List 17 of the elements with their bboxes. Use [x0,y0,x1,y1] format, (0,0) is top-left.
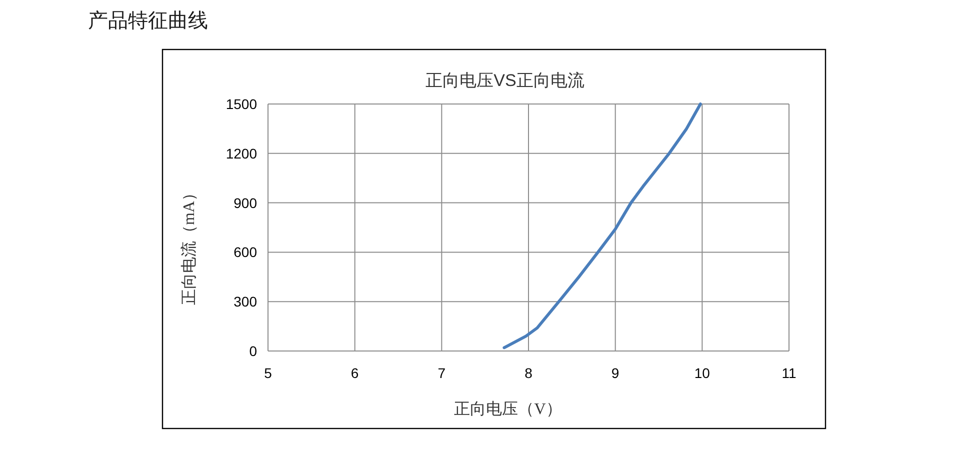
x-tick-label: 10 [694,365,710,381]
x-axis-title: 正向电压（V） [454,400,562,418]
chart-title: 产品特征曲线 [88,10,208,32]
y-axis-title: 正向电流（mA） [180,185,198,305]
x-tick-label: 5 [264,365,272,381]
x-tick-label: 7 [438,365,446,381]
y-tick-label: 900 [234,194,258,211]
x-tick-label: 8 [524,365,533,381]
y-tick-label: 1200 [226,145,258,162]
x-tick-label: 11 [782,365,796,381]
y-tick-label: 1500 [226,96,258,112]
y-tick-label: 600 [234,244,258,260]
chart-subtitle: 正向电压VS正向电流 [426,71,584,90]
x-tick-label: 6 [350,365,359,381]
y-tick-label: 0 [249,343,258,359]
y-tick-label: 300 [234,294,258,310]
x-tick-label: 9 [611,365,620,381]
